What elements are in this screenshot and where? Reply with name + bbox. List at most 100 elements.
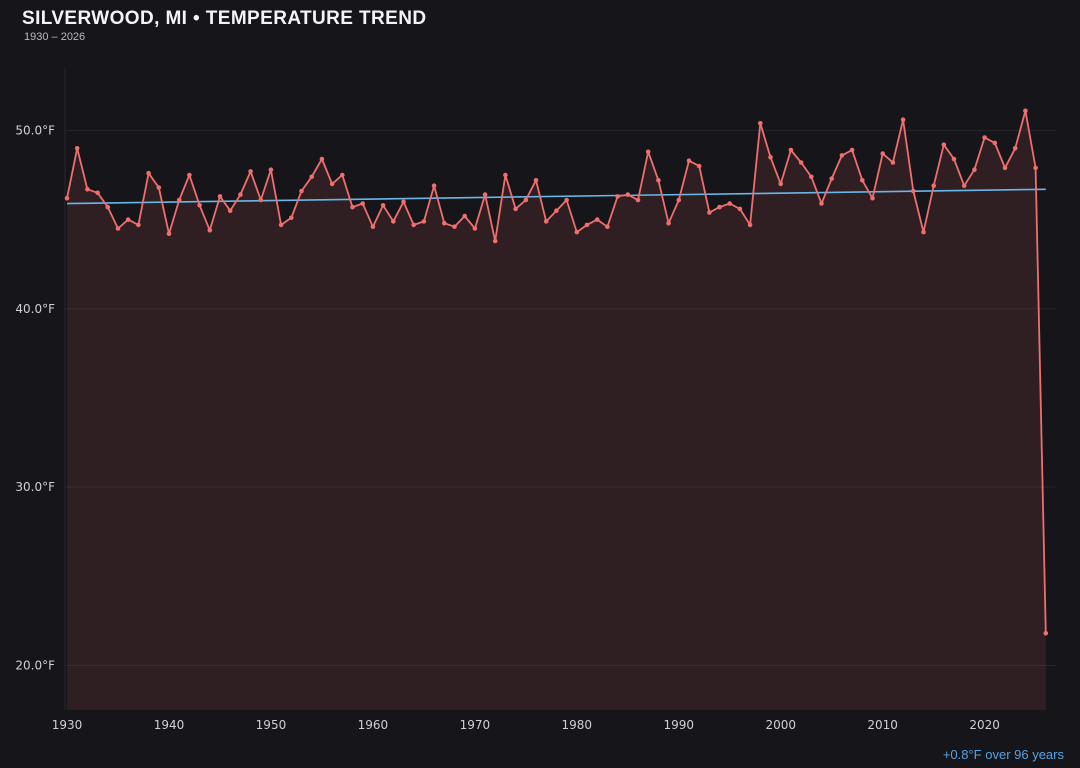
x-tick-label: 1960: [358, 718, 389, 732]
temperature-point: [513, 206, 518, 212]
temperature-point: [115, 226, 121, 231]
temperature-point: [442, 220, 447, 226]
area-fill: [67, 110, 1046, 711]
temperature-point: [798, 160, 804, 165]
temperature-point: [95, 190, 100, 196]
temperature-point: [207, 228, 213, 233]
temperature-point: [125, 217, 131, 222]
temperature-point: [217, 194, 223, 199]
temperature-point: [880, 151, 885, 156]
temperature-point: [472, 226, 478, 231]
temperature-point: [635, 197, 641, 203]
temperature-point: [961, 183, 967, 188]
temperature-point: [503, 172, 508, 178]
temperature-point: [238, 192, 243, 197]
temperature-point: [809, 174, 814, 180]
temperature-point: [605, 224, 610, 229]
temperature-point: [74, 146, 80, 151]
temperature-point: [452, 224, 457, 229]
temperature-point: [951, 156, 957, 162]
temperature-point: [839, 153, 845, 158]
temperature-point: [1033, 165, 1038, 171]
x-tick-label: 2000: [765, 718, 796, 732]
temperature-point: [584, 222, 590, 228]
temperature-point: [747, 222, 753, 228]
temperature-point: [625, 192, 631, 197]
temperature-point: [85, 187, 90, 192]
temperature-point: [890, 160, 896, 165]
temperature-point: [248, 169, 253, 174]
temperature-point: [645, 149, 651, 155]
temperature-point: [788, 147, 794, 153]
trend-annotation: +0.8°F over 96 years: [942, 747, 1064, 762]
temperature-point: [860, 178, 865, 183]
temperature-point: [554, 208, 559, 213]
temperature-point: [187, 172, 192, 178]
temperature-point: [340, 172, 345, 178]
temperature-point: [350, 204, 355, 210]
temperature-point: [227, 208, 233, 213]
temperature-point: [492, 238, 498, 244]
temperature-point: [462, 213, 468, 219]
temperature-point: [819, 201, 824, 206]
temperature-point: [707, 210, 712, 215]
temperature-point: [911, 188, 916, 194]
x-tick-label: 1950: [256, 718, 287, 732]
temperature-point: [900, 117, 906, 122]
temperature-point: [482, 192, 488, 197]
temperature-point: [411, 222, 417, 228]
temperature-point: [778, 181, 783, 187]
x-tick-label: 1970: [460, 718, 491, 732]
temperature-point: [258, 197, 264, 203]
y-tick-label: 30.0°F: [15, 480, 55, 494]
temperature-point: [421, 219, 427, 224]
temperature-point: [146, 170, 151, 176]
temperature-point: [666, 220, 671, 226]
temperature-point: [1043, 631, 1049, 636]
temperature-point: [401, 199, 406, 205]
temperature-point: [1002, 165, 1008, 171]
temperature-point: [696, 163, 702, 169]
temperature-point: [931, 183, 936, 188]
temperature-point: [136, 222, 141, 228]
temperature-point: [574, 229, 580, 235]
y-tick-label: 20.0°F: [15, 658, 55, 672]
x-tick-label: 2010: [867, 718, 898, 732]
temperature-point: [992, 140, 998, 146]
temperature-point: [921, 229, 926, 235]
temperature-point: [768, 154, 773, 160]
temperature-point: [309, 174, 315, 180]
temperature-point: [1012, 146, 1018, 151]
temperature-point: [360, 201, 366, 206]
temperature-point: [64, 195, 70, 201]
temperature-point: [278, 222, 284, 228]
temperature-point: [982, 135, 987, 140]
temperature-point: [717, 204, 722, 210]
temperature-point: [431, 183, 437, 188]
temperature-point: [972, 167, 977, 172]
chart-subtitle: 1930 – 2026: [24, 31, 86, 43]
temperature-point: [941, 142, 947, 147]
temperature-point: [829, 176, 834, 181]
temperature-point: [105, 204, 111, 210]
temperature-point: [197, 203, 202, 208]
x-tick-label: 1930: [52, 718, 83, 732]
temperature-point: [686, 158, 692, 163]
x-tick-label: 1990: [663, 718, 694, 732]
temperature-point: [727, 201, 732, 206]
temperature-point: [1023, 108, 1028, 114]
temperature-point: [156, 185, 162, 190]
y-tick-label: 40.0°F: [15, 302, 55, 316]
temperature-point: [615, 194, 620, 199]
temperature-point: [391, 219, 396, 224]
temperature-point: [870, 195, 875, 201]
x-tick-label: 1940: [154, 718, 185, 732]
temperature-point: [594, 217, 600, 222]
temperature-point: [656, 178, 661, 183]
temperature-point: [268, 167, 274, 172]
temperature-point: [523, 197, 529, 203]
x-tick-label: 2020: [969, 718, 1000, 732]
temperature-point: [737, 206, 743, 212]
